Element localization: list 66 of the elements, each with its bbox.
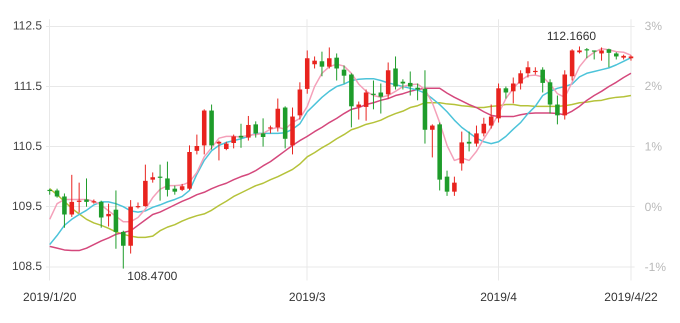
candlestick	[76, 182, 82, 214]
candlestick	[430, 124, 435, 158]
candlestick	[526, 60, 530, 78]
candlestick	[114, 190, 118, 250]
candlestick	[488, 104, 494, 130]
y2-tick-label: -1%	[644, 260, 666, 274]
candlestick	[371, 80, 376, 110]
y2-tick-label: 0%	[644, 200, 662, 214]
y-tick-label: 110.5	[12, 138, 42, 153]
candlestick	[393, 56, 398, 90]
candlestick	[518, 70, 523, 90]
candlestick	[70, 174, 74, 218]
candlestick	[231, 134, 236, 149]
candlestick	[540, 66, 545, 94]
candlestick	[246, 115, 251, 142]
candlestick	[106, 203, 111, 228]
candlestick	[150, 172, 155, 184]
x-tick-label: 2019/4	[480, 290, 518, 304]
candlestick	[459, 131, 464, 172]
candlestick	[320, 51, 324, 77]
candlestick	[121, 230, 126, 270]
x-tick-label: 2019/1/20	[23, 290, 77, 304]
candlestick	[327, 46, 332, 69]
candlestick	[158, 164, 162, 202]
candlestick	[98, 200, 104, 228]
candlestick	[400, 78, 406, 90]
candlestick	[62, 192, 67, 228]
candlestick	[312, 56, 317, 69]
candlestick	[584, 48, 590, 59]
candlestick	[452, 176, 457, 196]
candlestick	[548, 78, 552, 114]
y2-tick-label: 2%	[644, 79, 662, 94]
candlestick	[504, 86, 508, 100]
candlestick	[276, 98, 280, 132]
candlestick	[482, 117, 486, 137]
y-tick-label: 108.5	[12, 259, 42, 274]
y2-tick-label: 3%	[644, 18, 662, 33]
candlestick	[474, 125, 479, 148]
candlestick	[606, 48, 612, 68]
x-tick-label: 2019/3	[288, 290, 326, 304]
candlestick	[408, 70, 413, 96]
candlestick	[415, 83, 420, 101]
y2-tick-label: 1%	[644, 139, 662, 154]
candlestick	[510, 76, 516, 104]
candlestick	[378, 83, 384, 114]
candlestick	[253, 120, 258, 138]
y-tick-label: 109.5	[12, 199, 42, 213]
candlestick	[334, 52, 339, 81]
candlestick	[260, 118, 266, 148]
candlestick	[172, 185, 178, 196]
candlestick	[54, 188, 60, 198]
y-tick-label: 111.5	[14, 78, 42, 93]
candlestick	[238, 123, 244, 148]
candlestick	[84, 178, 89, 208]
annotation: 112.1660	[546, 28, 596, 43]
candlestick	[165, 161, 170, 197]
candlestick	[555, 95, 560, 125]
x-tick-label: 2019/4/22	[604, 290, 658, 304]
candlestick	[194, 134, 200, 155]
candlestick	[364, 89, 368, 122]
candlestick	[599, 46, 604, 62]
candlestick	[356, 101, 362, 120]
y-tick-label: 112.5	[12, 18, 42, 33]
annotation: 108.4700	[127, 268, 178, 283]
candlestick	[342, 64, 346, 84]
candlestick	[444, 170, 450, 196]
